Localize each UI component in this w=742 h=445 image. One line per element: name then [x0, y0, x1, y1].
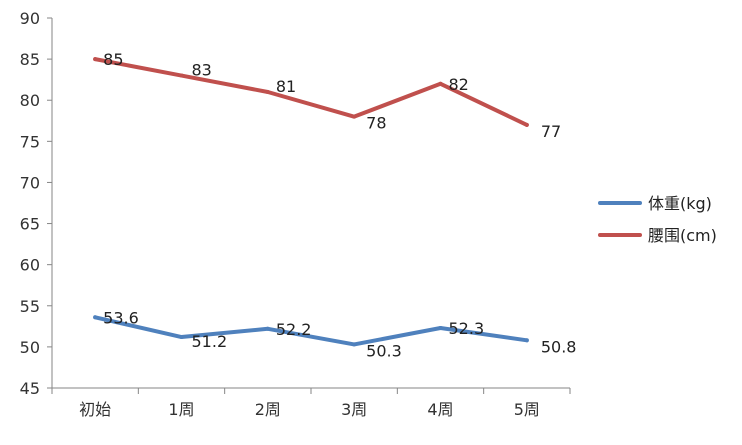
data-label: 85 — [103, 50, 123, 69]
data-label: 78 — [366, 114, 386, 133]
data-point — [524, 122, 529, 127]
x-tick-label: 初始 — [79, 400, 111, 419]
series-line-1 — [93, 57, 529, 127]
data-point — [352, 342, 357, 347]
data-label: 51.2 — [192, 332, 228, 351]
y-tick-label: 85 — [20, 50, 40, 69]
y-tick-label: 55 — [20, 297, 40, 316]
x-tick-label: 3周 — [341, 400, 367, 419]
data-label: 52.2 — [276, 320, 312, 339]
data-label: 50.8 — [541, 337, 577, 356]
data-label: 83 — [192, 61, 212, 80]
data-point — [265, 90, 270, 94]
y-tick-label: 90 — [20, 9, 40, 28]
legend: 体重(kg) 腰围(cm) — [598, 194, 717, 245]
legend-label-0: 体重(kg) — [648, 194, 712, 213]
y-tick-label: 65 — [20, 215, 40, 234]
y-tick-label: 75 — [20, 132, 40, 151]
data-point — [179, 73, 184, 78]
legend-label-1: 腰围(cm) — [648, 226, 717, 245]
data-labels: 53.6 51.2 52.2 50.3 52.3 50.8 85 83 81 78 82 77 — [103, 50, 576, 360]
data-point — [438, 81, 443, 86]
y-tick-label: 60 — [20, 256, 40, 275]
data-point — [93, 315, 98, 320]
series-layer — [93, 57, 529, 347]
data-label: 82 — [449, 75, 469, 94]
data-point — [179, 335, 184, 340]
data-label: 81 — [276, 77, 296, 96]
x-tick-label: 5周 — [514, 400, 540, 419]
y-tick-label: 70 — [20, 173, 40, 192]
data-point — [438, 325, 443, 330]
axes: 45 50 55 60 65 70 75 80 85 90 初始 1周 2周 3周 4周 5周 — [20, 9, 571, 419]
data-point — [93, 57, 98, 62]
y-tick-label: 50 — [20, 338, 40, 357]
x-tick-label: 2周 — [255, 400, 281, 419]
data-label: 52.3 — [449, 319, 485, 338]
data-point — [524, 338, 529, 343]
data-label: 77 — [541, 122, 561, 141]
series-line-0 — [93, 315, 529, 347]
x-tick-label: 1周 — [168, 400, 194, 419]
y-tick-label: 45 — [20, 379, 40, 398]
x-tick-label: 4周 — [427, 400, 453, 419]
y-tick-label: 80 — [20, 91, 40, 110]
data-label: 50.3 — [366, 341, 402, 360]
data-point — [265, 326, 270, 331]
data-point — [352, 114, 357, 119]
data-label: 53.6 — [103, 308, 139, 327]
